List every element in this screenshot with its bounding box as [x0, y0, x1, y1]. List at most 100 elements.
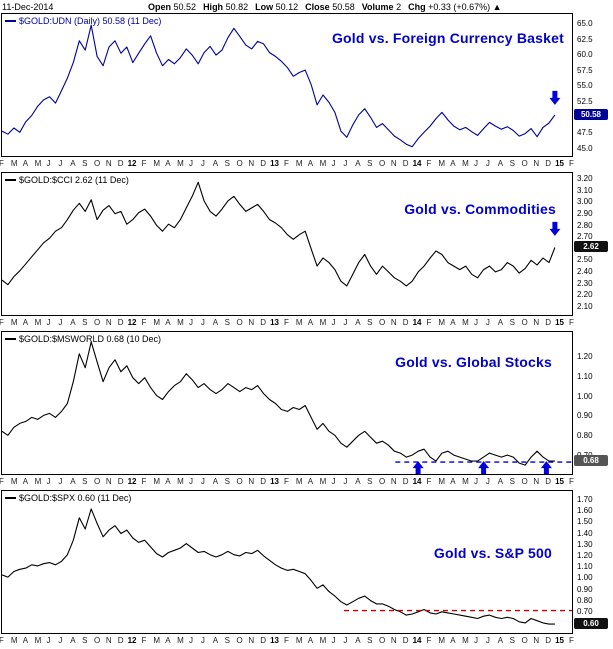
price-line — [2, 508, 555, 625]
x-axis-label: J — [474, 477, 478, 486]
y-axis-tick-label: 1.10 — [577, 371, 593, 381]
x-axis-label: F — [141, 159, 147, 168]
x-axis-label: F — [0, 159, 4, 168]
x-axis-label: S — [509, 477, 515, 486]
x-axis-label: S — [367, 318, 373, 327]
y-axis-tick-label: 2.10 — [577, 302, 593, 312]
x-axis-label: 15 — [555, 477, 564, 486]
x-axis-label: S — [224, 636, 230, 645]
x-axis-label: 14 — [412, 477, 422, 486]
y-axis-tick-label: 1.60 — [577, 506, 593, 516]
legend-line-swatch — [5, 179, 16, 181]
x-axis-label: O — [94, 477, 101, 486]
open-value: 50.52 — [173, 1, 197, 12]
x-axis-label: 13 — [270, 477, 279, 486]
last-price-badge: 0.60 — [574, 617, 608, 629]
y-axis-gold-cci: 3.203.103.002.902.802.702.602.502.402.30… — [573, 172, 613, 316]
x-axis-label: N — [390, 636, 397, 645]
x-axis-label: J — [189, 318, 193, 327]
x-axis-label: F — [569, 477, 574, 486]
x-axis-label: N — [248, 159, 255, 168]
x-axis-label: S — [367, 159, 373, 168]
x-axis-label: O — [94, 318, 101, 327]
x-axis-label: M — [177, 477, 184, 486]
x-axis-gold-udn: F M A M J J A S O N D 12 F M A M J J A S O N D 13 F M A M J J A S O N D 14 F… — [0, 157, 574, 172]
close-field: Close 50.58 — [305, 2, 355, 12]
legend-gold-udn: $GOLD:UDN (Daily) 50.58 (11 Dec) — [5, 16, 161, 26]
last-price-badge: 0.68 — [574, 454, 608, 466]
y-axis-tick-label: 0.80 — [577, 431, 593, 441]
x-axis-label: 12 — [127, 477, 137, 486]
x-axis-label: A — [22, 159, 29, 168]
x-axis-label: A — [165, 477, 171, 486]
x-axis-label: J — [474, 318, 478, 327]
y-axis-tick-label: 3.20 — [577, 173, 593, 183]
x-axis-label: A — [307, 477, 314, 486]
high-label: High — [203, 1, 224, 12]
quote-header: 11-Dec-2014 Open 50.52 High 50.82 Low 50… — [0, 0, 613, 13]
x-axis-label: J — [46, 477, 51, 486]
x-axis-label: M — [153, 477, 161, 486]
x-axis-label: D — [117, 159, 124, 168]
x-axis-label: N — [533, 477, 540, 486]
x-axis-label: M — [10, 636, 18, 645]
x-axis-label: N — [248, 318, 255, 327]
x-axis-label: A — [450, 477, 456, 486]
x-axis-label: J — [58, 636, 63, 645]
x-axis-label: M — [10, 318, 18, 327]
x-axis-label: A — [497, 636, 504, 645]
y-axis-tick-label: 1.70 — [577, 495, 593, 505]
x-axis-label: N — [105, 159, 112, 168]
y-axis-tick-label: 47.5 — [577, 128, 593, 138]
x-axis-label: F — [284, 159, 289, 168]
x-axis-label: O — [236, 159, 243, 168]
high-value: 50.82 — [225, 1, 249, 12]
x-axis-label: F — [426, 477, 432, 486]
x-axis-label: M — [153, 318, 161, 327]
x-axis-label: J — [58, 477, 63, 486]
x-axis-label: N — [105, 318, 112, 327]
x-axis-label: 14 — [412, 318, 422, 327]
x-axis-label: 14 — [412, 159, 422, 168]
x-axis-label: A — [22, 318, 29, 327]
legend-label: $GOLD:UDN (Daily) 50.58 (11 Dec) — [19, 16, 162, 26]
x-axis-label: S — [82, 477, 88, 486]
x-axis-label: J — [485, 636, 490, 645]
x-axis-label: J — [189, 477, 193, 486]
x-axis-label: J — [331, 477, 336, 486]
legend-line-swatch — [5, 20, 16, 22]
x-axis-label: S — [82, 159, 88, 168]
x-axis-label: J — [485, 318, 490, 327]
plot-area-gold-udn: $GOLD:UDN (Daily) 50.58 (11 Dec) Gold vs… — [1, 13, 573, 157]
x-axis-label: F — [284, 318, 289, 327]
high-field: High 50.82 — [203, 2, 248, 12]
x-axis-label: S — [82, 318, 88, 327]
x-axis-label: M — [319, 159, 327, 168]
y-axis-tick-label: 0.90 — [577, 584, 593, 594]
x-axis-label: M — [438, 318, 446, 327]
x-axis-label: A — [70, 636, 76, 645]
x-axis-label: M — [295, 318, 303, 327]
x-axis-label: S — [367, 636, 373, 645]
y-axis-tick-label: 57.5 — [577, 65, 593, 75]
y-axis-tick-label: 2.90 — [577, 208, 593, 218]
x-axis-label: A — [450, 636, 456, 645]
y-axis-tick-label: 2.30 — [577, 278, 593, 288]
x-axis-label: A — [212, 477, 219, 486]
x-axis-label: M — [177, 159, 184, 168]
x-axis-label: M — [34, 636, 42, 645]
y-axis-tick-label: 45.0 — [577, 143, 593, 153]
x-axis-label: J — [200, 636, 205, 645]
x-axis-label: A — [497, 318, 504, 327]
x-axis-label: M — [177, 636, 184, 645]
x-axis-label: D — [260, 477, 267, 486]
x-axis-label: J — [485, 477, 490, 486]
x-axis-label: O — [521, 159, 528, 168]
x-axis-label: N — [533, 159, 540, 168]
x-axis-label: M — [10, 477, 18, 486]
down-arrow-icon — [549, 90, 561, 105]
x-axis-label: J — [331, 159, 336, 168]
x-axis-label: A — [165, 636, 171, 645]
x-axis-label: 13 — [270, 318, 279, 327]
x-axis-label: A — [212, 636, 219, 645]
